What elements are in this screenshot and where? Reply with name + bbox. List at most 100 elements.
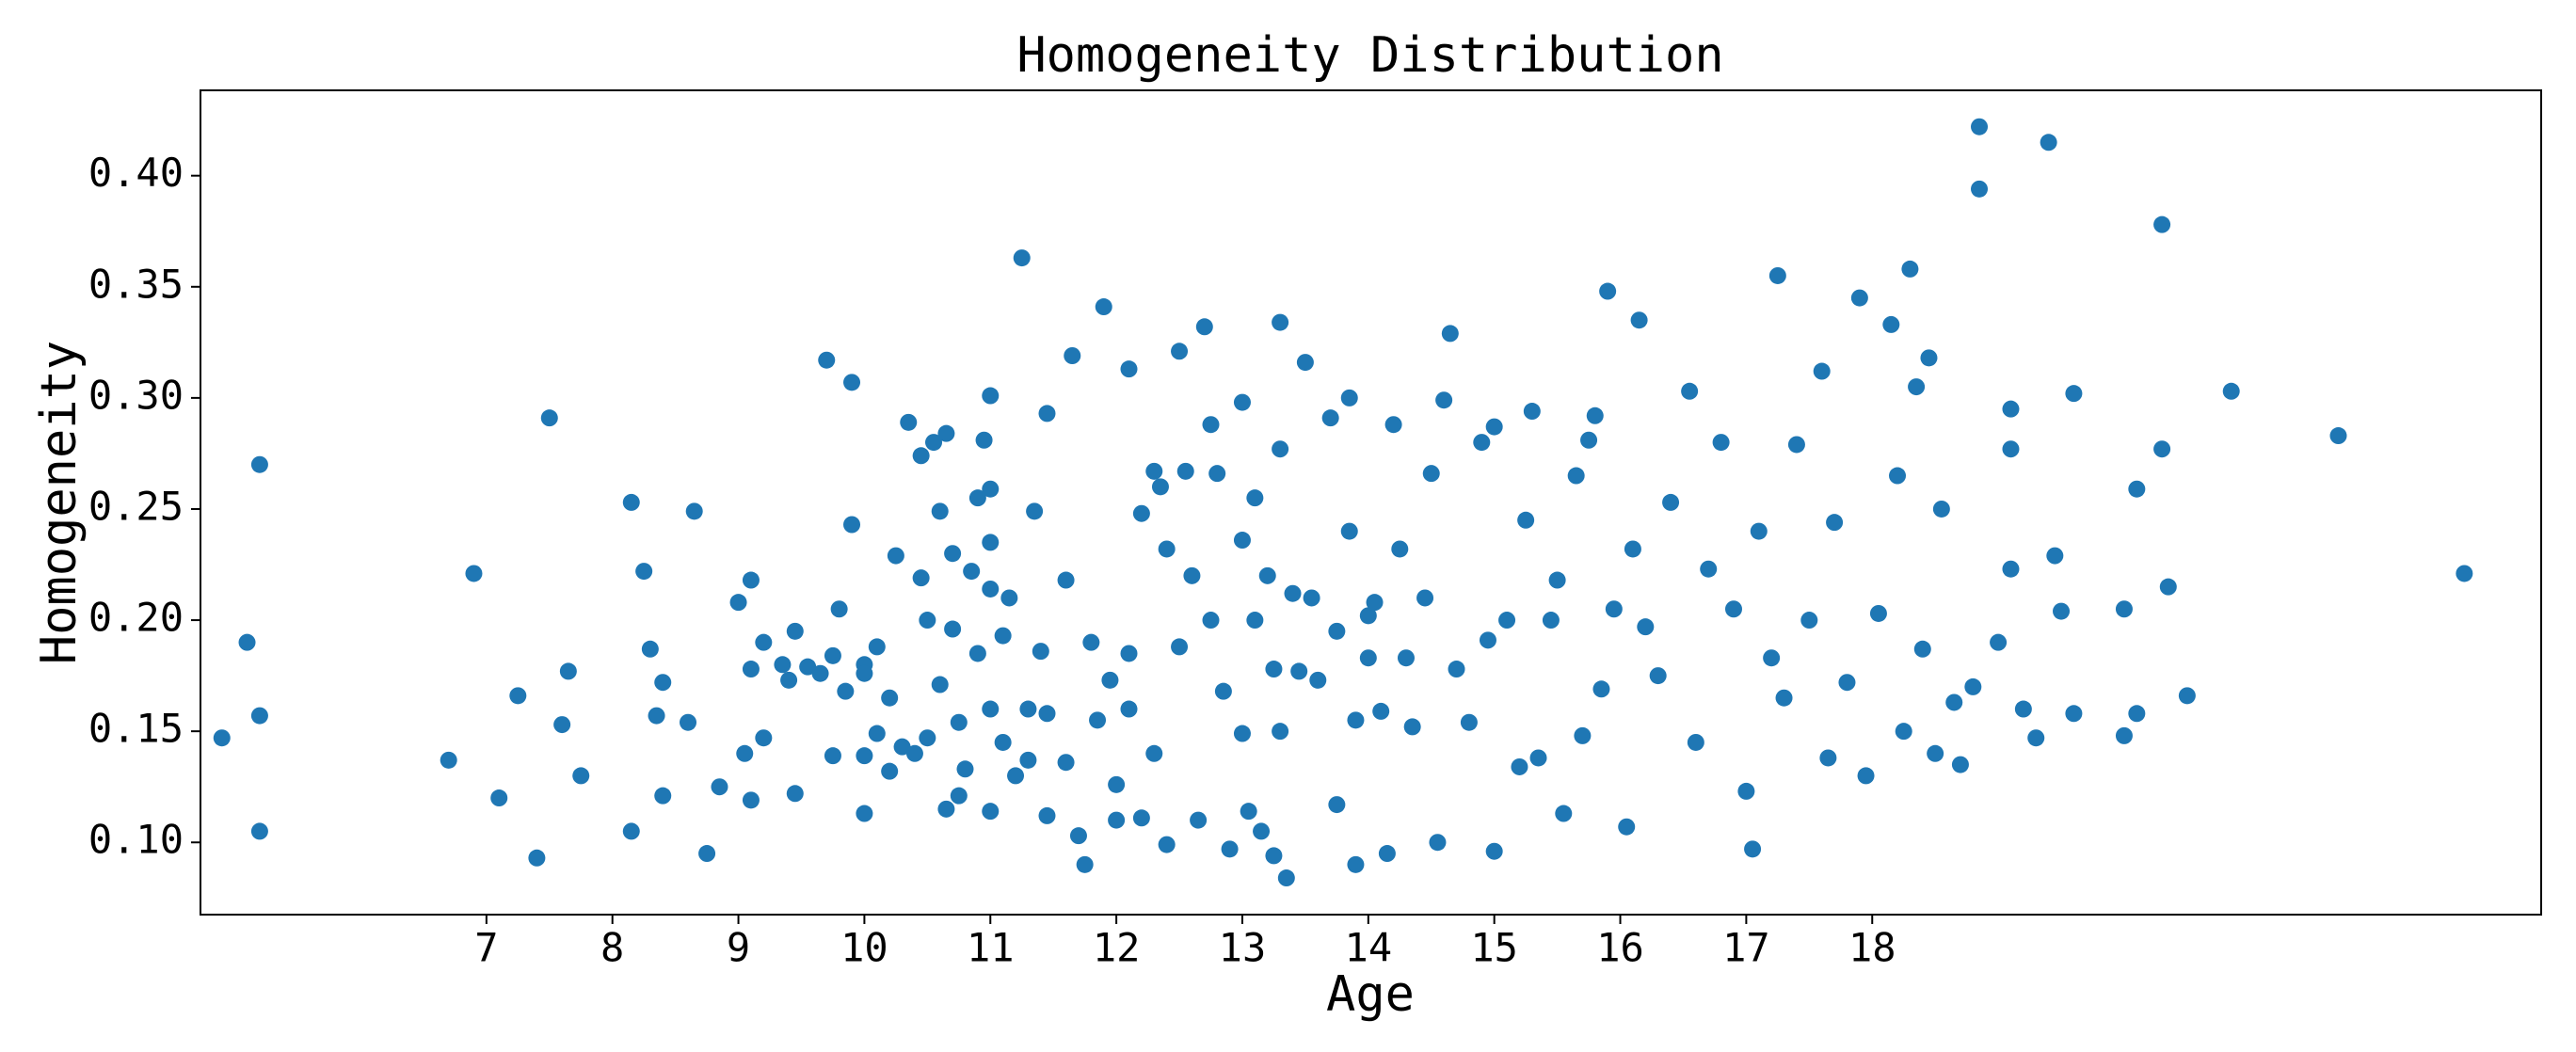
x-tick-label: 13 xyxy=(1219,925,1267,971)
point xyxy=(881,689,899,707)
point xyxy=(1246,612,1264,630)
point xyxy=(1927,744,1944,762)
point xyxy=(818,351,836,369)
point xyxy=(1750,522,1768,540)
point xyxy=(1605,600,1623,618)
point xyxy=(1637,618,1655,636)
point xyxy=(1151,478,1169,496)
point xyxy=(1120,360,1138,378)
point xyxy=(1913,640,1931,658)
point xyxy=(982,534,1000,551)
point xyxy=(956,760,974,778)
point xyxy=(1214,682,1232,700)
point xyxy=(1171,638,1189,656)
point xyxy=(1233,532,1251,550)
point xyxy=(2153,440,2171,458)
point xyxy=(1340,389,1358,406)
point xyxy=(1460,713,1478,731)
point xyxy=(931,676,949,693)
point xyxy=(1240,803,1257,821)
point xyxy=(1190,811,1208,829)
point xyxy=(1284,584,1302,602)
point xyxy=(2046,547,2064,565)
point xyxy=(1208,465,1226,483)
point xyxy=(1265,847,1283,865)
point xyxy=(1485,418,1503,436)
point xyxy=(1681,382,1699,400)
point xyxy=(1007,767,1025,785)
point xyxy=(1586,406,1604,424)
point xyxy=(1176,462,1194,480)
point xyxy=(1303,589,1320,607)
point xyxy=(1038,705,1056,723)
point xyxy=(799,658,817,676)
point xyxy=(641,640,659,658)
point xyxy=(1819,749,1837,767)
point xyxy=(912,447,930,465)
point xyxy=(856,805,873,822)
point xyxy=(1618,818,1636,836)
point xyxy=(774,656,792,674)
point xyxy=(698,845,716,863)
point xyxy=(1744,840,1762,858)
point xyxy=(963,563,981,581)
point xyxy=(509,687,527,705)
x-tick-label: 17 xyxy=(1722,925,1770,971)
point xyxy=(2128,480,2146,498)
point xyxy=(1277,869,1295,887)
point xyxy=(1101,671,1119,689)
point xyxy=(250,822,268,840)
point xyxy=(1548,571,1566,589)
point xyxy=(1448,661,1465,678)
point xyxy=(2065,705,2083,723)
x-tick-label: 14 xyxy=(1345,925,1393,971)
point xyxy=(1920,349,1938,367)
point xyxy=(742,791,760,809)
point xyxy=(994,627,1012,645)
point xyxy=(1971,180,1989,198)
point xyxy=(950,787,968,805)
point xyxy=(811,664,829,682)
point xyxy=(1624,540,1641,558)
point xyxy=(856,664,873,682)
point xyxy=(1813,362,1831,380)
point xyxy=(1347,711,1365,729)
y-tick-label: 0.10 xyxy=(88,817,184,863)
point xyxy=(1038,405,1056,422)
point xyxy=(1202,416,1220,434)
point xyxy=(1787,436,1805,454)
point xyxy=(622,822,640,840)
point xyxy=(1202,612,1220,630)
point xyxy=(1895,723,1912,741)
point xyxy=(1013,249,1031,267)
x-tick-label: 15 xyxy=(1470,925,1518,971)
point xyxy=(1700,560,1718,578)
point xyxy=(944,545,962,563)
point xyxy=(912,569,930,587)
point xyxy=(1580,431,1598,449)
point xyxy=(1290,662,1308,680)
point xyxy=(1555,805,1573,822)
point xyxy=(1171,343,1189,360)
point xyxy=(1479,631,1496,649)
point xyxy=(559,662,577,680)
point xyxy=(2153,215,2171,233)
point xyxy=(968,645,986,662)
point xyxy=(755,633,773,651)
point xyxy=(1366,594,1384,612)
point xyxy=(755,729,773,747)
y-tick-label: 0.15 xyxy=(88,706,184,752)
point xyxy=(881,762,899,780)
point xyxy=(553,716,571,734)
point xyxy=(937,424,955,442)
point xyxy=(1775,689,1793,707)
point xyxy=(2040,134,2057,151)
point xyxy=(824,747,841,765)
point xyxy=(1384,416,1402,434)
point xyxy=(1026,502,1044,520)
point xyxy=(654,787,672,805)
y-tick-label: 0.40 xyxy=(88,150,184,196)
point xyxy=(1429,834,1447,852)
point xyxy=(1511,757,1528,775)
